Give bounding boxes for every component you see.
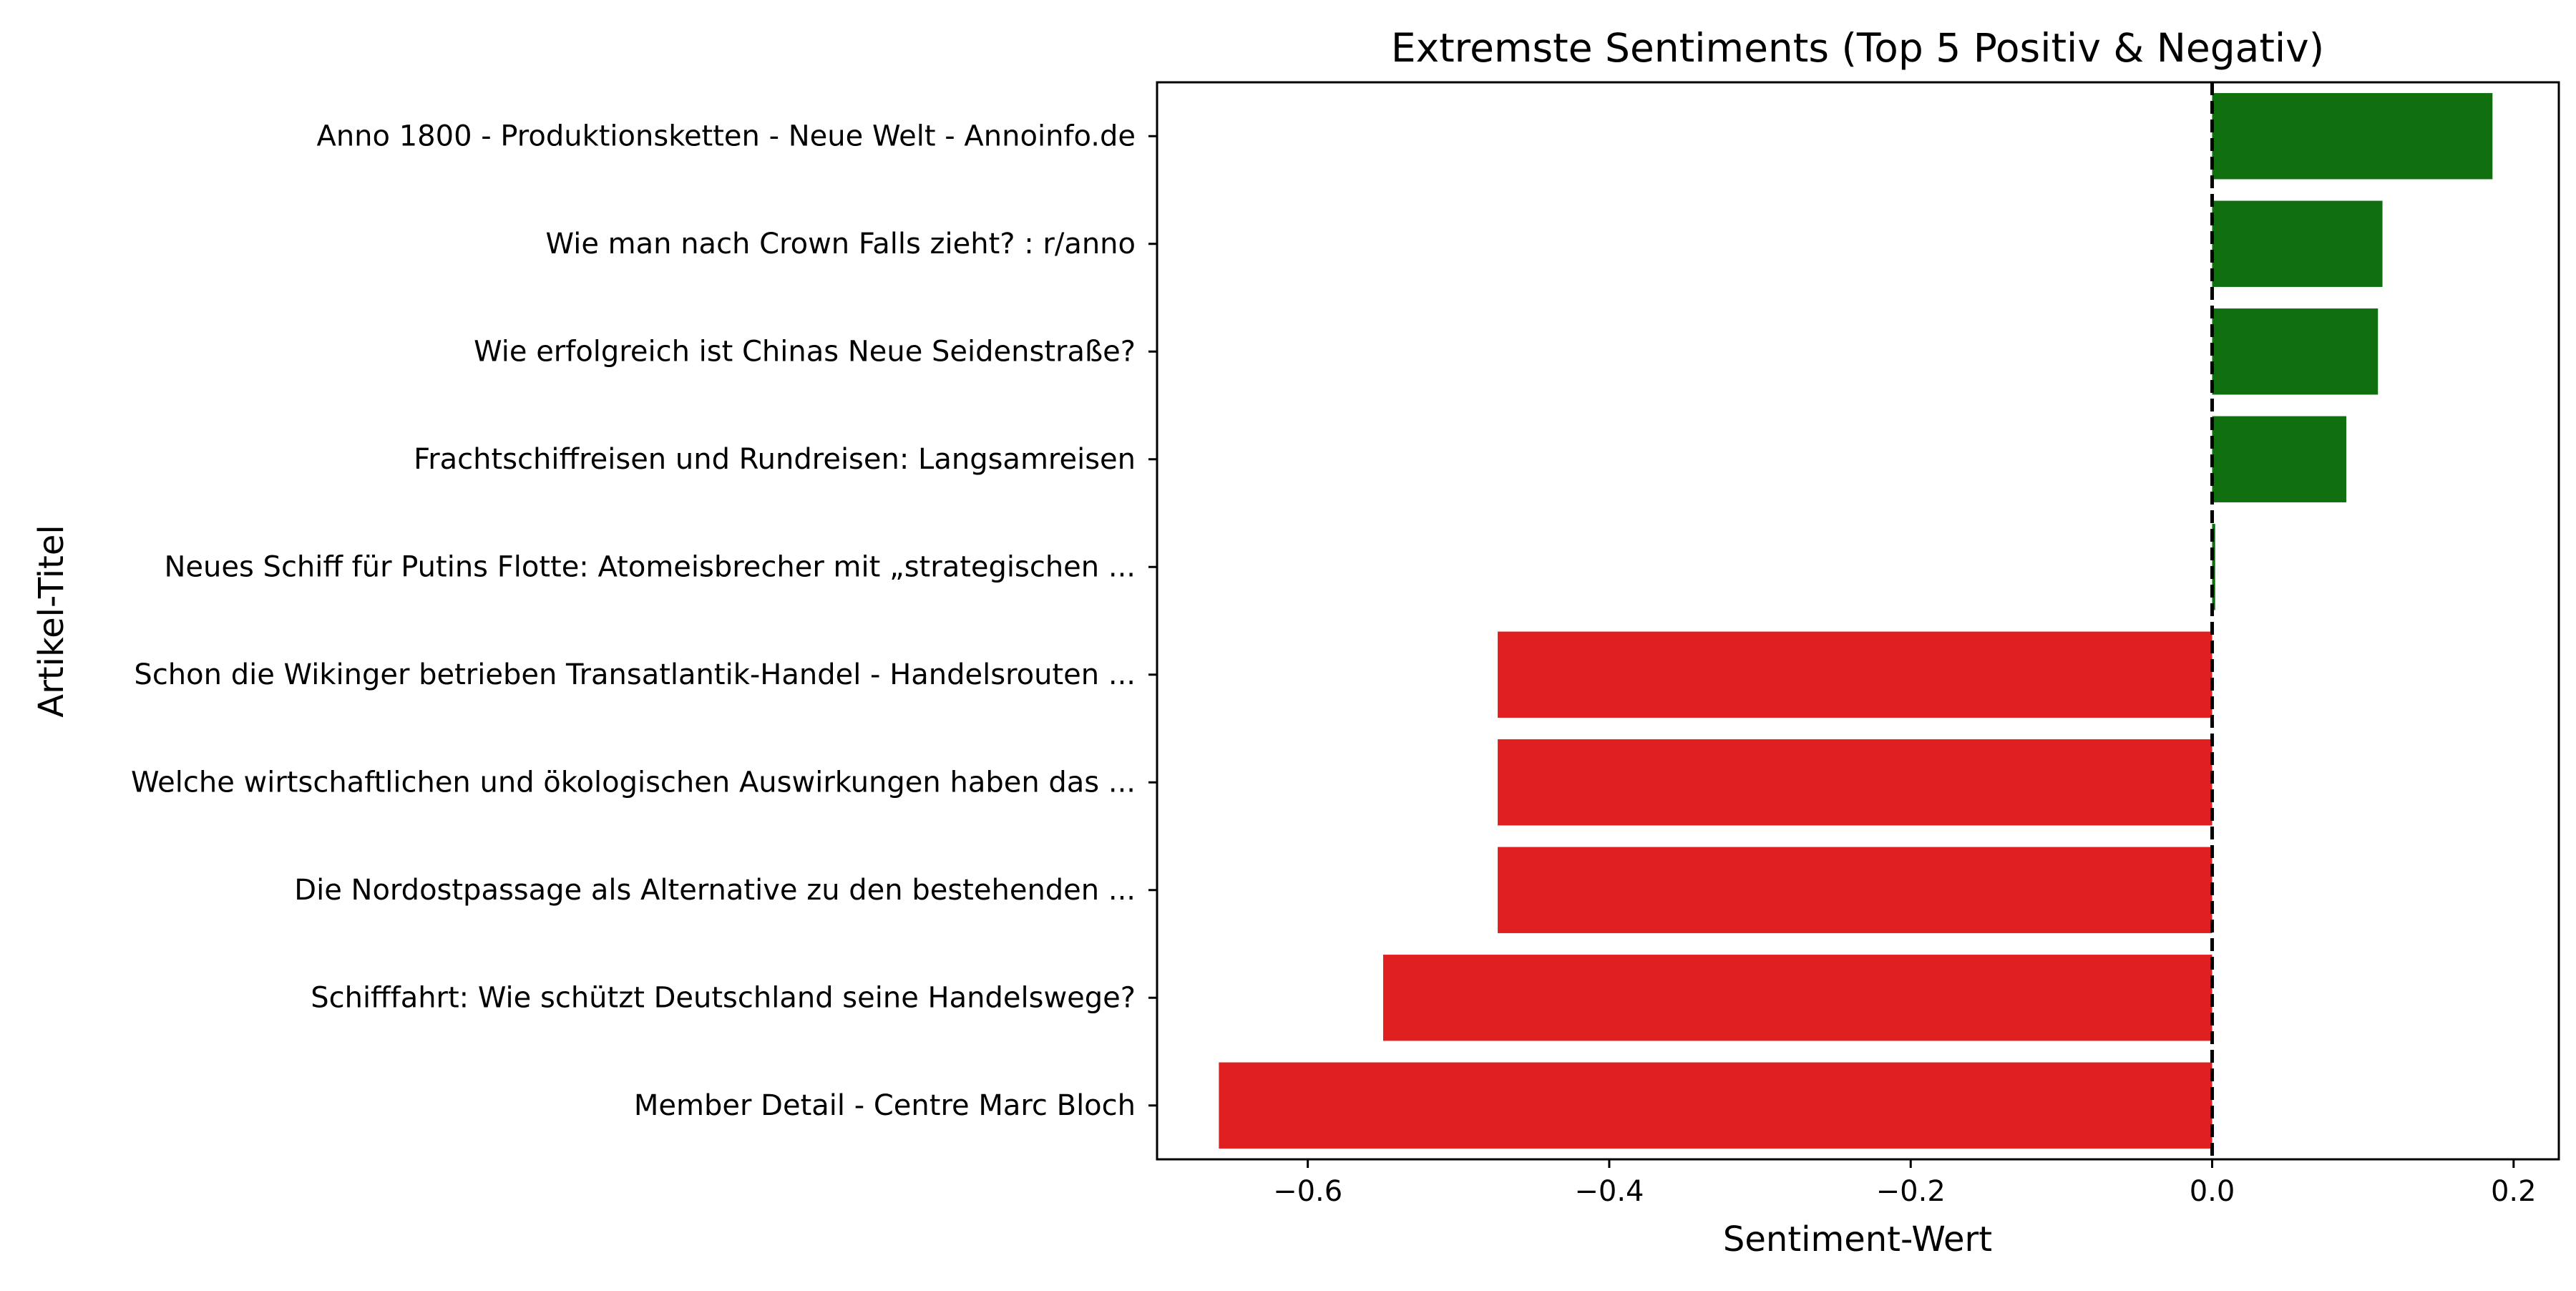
x-tick-label: −0.6 bbox=[1273, 1175, 1342, 1208]
bar bbox=[2212, 308, 2379, 395]
x-tick-label: −0.4 bbox=[1574, 1175, 1644, 1208]
bar bbox=[2212, 200, 2383, 287]
y-tick-label: Member Detail - Centre Marc Bloch bbox=[634, 1089, 1136, 1122]
y-tick-label: Wie erfolgreich ist Chinas Neue Seidenst… bbox=[474, 335, 1136, 368]
x-axis-label: Sentiment-Wert bbox=[1723, 1219, 1992, 1260]
y-tick-label: Wie man nach Crown Falls zieht? : r/anno bbox=[546, 228, 1136, 260]
bar bbox=[1498, 847, 2212, 933]
y-tick-label: Welche wirtschaftlichen und ökologischen… bbox=[131, 766, 1136, 799]
bar bbox=[2212, 416, 2346, 502]
x-tick-label: 0.0 bbox=[2190, 1175, 2235, 1208]
bar bbox=[1219, 1062, 2212, 1149]
x-axis: −0.6 −0.4 −0.2 0.0 0.2 bbox=[1273, 1159, 2537, 1208]
y-axis: Anno 1800 - Produktionsketten - Neue Wel… bbox=[131, 120, 1157, 1122]
y-tick-label: Neues Schiff für Putins Flotte: Atomeisb… bbox=[165, 550, 1136, 583]
bar bbox=[2212, 93, 2493, 180]
x-tick-label: −0.2 bbox=[1876, 1175, 1946, 1208]
y-tick-label: Schon die Wikinger betrieben Transatlant… bbox=[134, 658, 1136, 691]
bars-layer bbox=[1219, 93, 2493, 1149]
y-tick-label: Anno 1800 - Produktionsketten - Neue Wel… bbox=[316, 120, 1136, 152]
bar bbox=[1382, 955, 2212, 1041]
y-axis-label: Artikel-Titel bbox=[31, 525, 72, 717]
x-tick-label: 0.2 bbox=[2491, 1175, 2537, 1208]
y-tick-label: Frachtschiffreisen und Rundreisen: Langs… bbox=[414, 443, 1136, 476]
y-tick-label: Schifffahrt: Wie schützt Deutschland sei… bbox=[311, 981, 1136, 1014]
plot-frame bbox=[1156, 81, 2560, 1161]
chart-title: Extremste Sentiments (Top 5 Positiv & Ne… bbox=[1391, 25, 2324, 71]
bar bbox=[1498, 631, 2212, 718]
y-tick-label: Die Nordostpassage als Alternative zu de… bbox=[294, 874, 1136, 907]
bar bbox=[1498, 739, 2212, 826]
